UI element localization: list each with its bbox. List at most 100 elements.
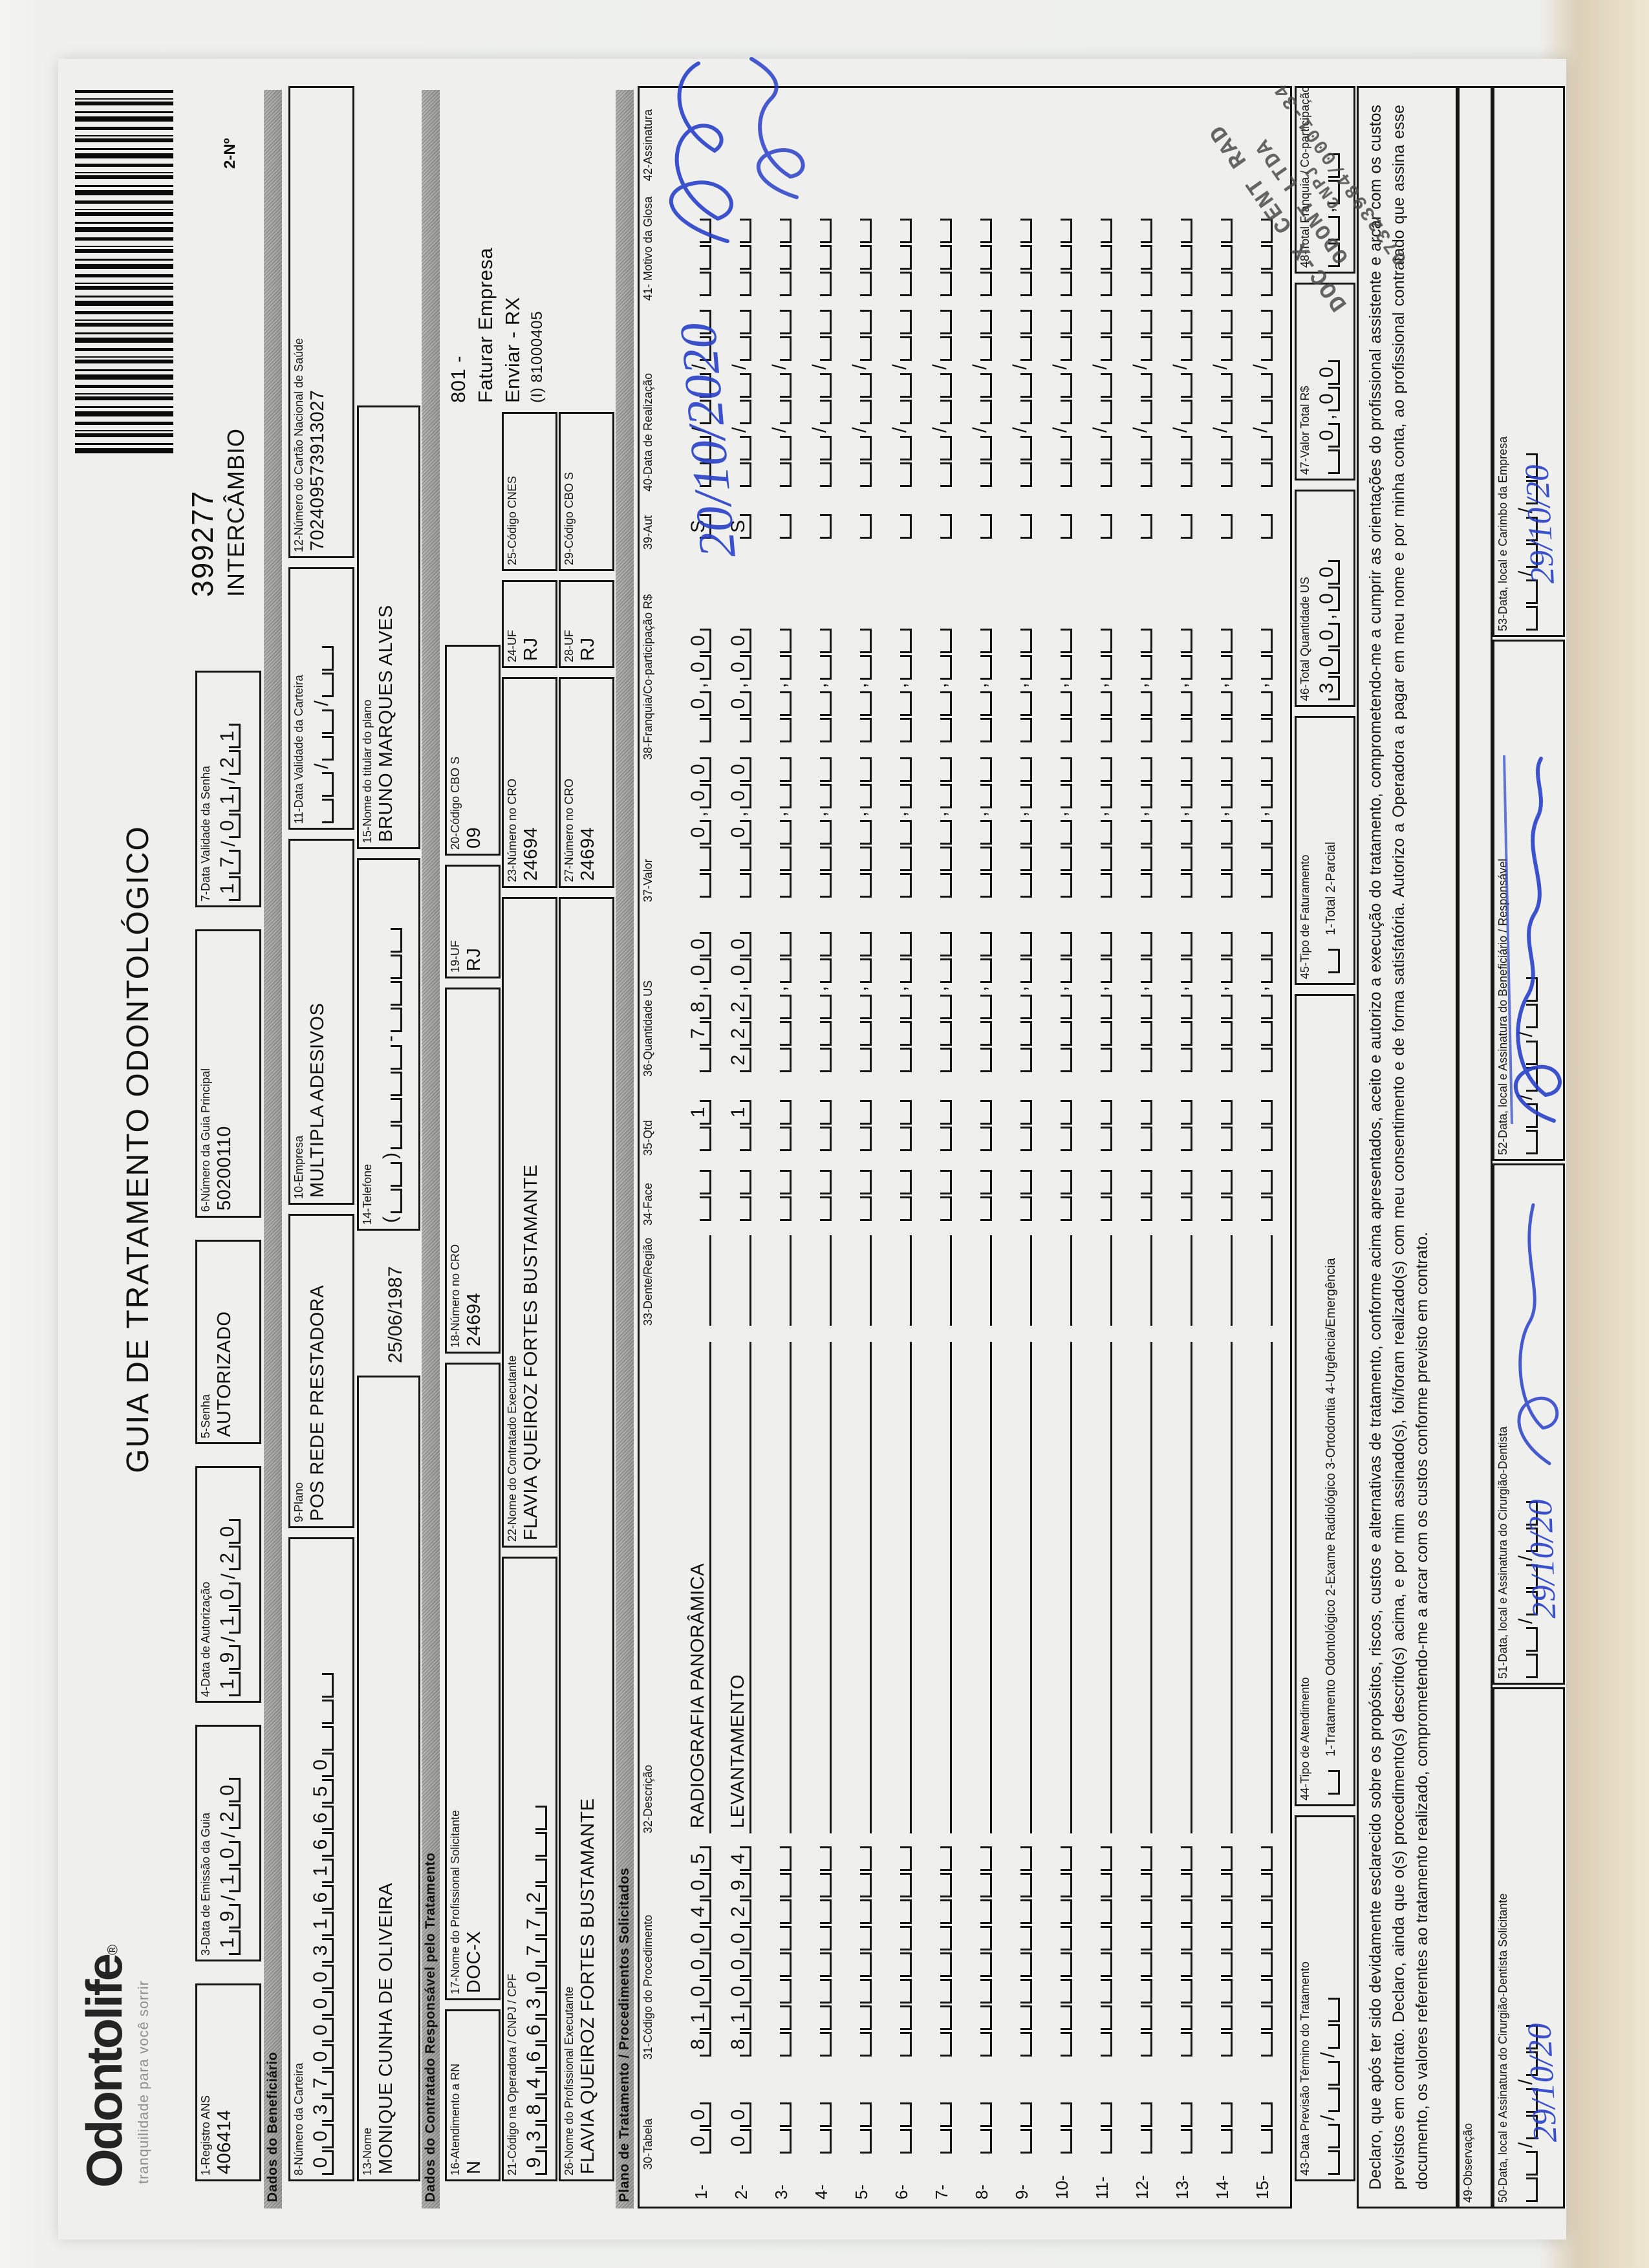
comb-field: , (1205, 624, 1233, 747)
handwritten-date-51: 29/10/20 (1522, 1498, 1564, 1619)
field-label: 49-Observação (1461, 2122, 1474, 2203)
row-number: 12- (1132, 2175, 1152, 2199)
table-header: 31-Código do Procedimento (641, 1914, 654, 2060)
field-f43: 43-Data Previsão Término do Tratamento / / (1295, 1815, 1355, 2181)
authorization-note-line: Enviar - RX (501, 297, 524, 403)
comb-field (884, 1165, 912, 1226)
field-label: 19-UF (449, 940, 462, 973)
field-f46: 46-Total Quantidade US 3 0 0, 0 0 (1295, 490, 1355, 707)
descricao-line (884, 1342, 912, 1833)
table-row: 4-,,, / / (797, 90, 837, 2209)
comb-field (1004, 2098, 1032, 2158)
guide-number: 399277 (186, 490, 219, 598)
descricao-line (764, 1342, 792, 1833)
field-value: 50200110 (214, 1126, 235, 1211)
comb-field: , (964, 927, 992, 1077)
comb-field: , (764, 927, 792, 1077)
comb-field: , (1084, 753, 1112, 902)
field-f15: 15-Nome do titular do plano BRUNO MARQUES… (357, 405, 420, 849)
comb-field: , (1084, 927, 1112, 1077)
comb-field (764, 1842, 792, 2061)
dente-line (924, 1235, 952, 1326)
comb-field (1044, 1165, 1072, 1226)
field-f14: 14-Telefone() - (357, 858, 420, 1231)
comb-field: / / (1245, 305, 1273, 491)
field-label: 8-Número da Carteira (292, 2062, 305, 2176)
field-label: 13-Nome (361, 2127, 374, 2176)
field-f11: 11-Data Validade da Carteira / / (288, 567, 354, 830)
row-number: 4- (812, 2184, 831, 2199)
table-row: 3-,,, / / (757, 90, 797, 2209)
field-f45: 45-Tipo de Faturamento 1-Total 2-Parcial (1295, 716, 1355, 985)
field-value: N (464, 2160, 484, 2174)
comb-field (844, 2098, 872, 2158)
comb-field (1084, 214, 1112, 301)
field-label: 28-UF (563, 629, 576, 662)
comb-field: , (1165, 624, 1192, 747)
field-f24: 24-UF RJ (502, 580, 557, 668)
signature-scribble (1503, 755, 1562, 1125)
comb-field: , (1044, 753, 1072, 902)
comb-field (1205, 2098, 1233, 2158)
field-value: FLAVIA QUEIROZ FORTES BUSTAMANTE (577, 1798, 598, 2174)
comb-field (804, 510, 832, 543)
field-value: POS REDE PRESTADORA (307, 1284, 328, 1521)
row-number: 5- (852, 2184, 871, 2199)
barcode (75, 87, 173, 453)
section-bar-contratado: Dados do Contratado Responsável pelo Tra… (422, 90, 440, 2209)
field-f1: 1-Registro ANS 406414 (195, 1983, 261, 2181)
field-f16: 16-Atendimento a RN N (445, 2009, 501, 2181)
authorization-note: 801 - Faturar Empresa Enviar - RX (I) 81… (445, 99, 548, 403)
comb-field: , (1205, 927, 1233, 1077)
table-header: 38-Franquia/Co-participação R$ (641, 594, 654, 760)
field-value: RJ (521, 637, 541, 661)
descricao-line (1245, 1342, 1273, 1833)
comb-field (804, 2098, 832, 2158)
comb-field (1125, 2098, 1152, 2158)
comb-field (1245, 510, 1273, 543)
authorization-note-line: 801 - (447, 355, 469, 403)
comb-field (1205, 1096, 1233, 1156)
table-header: 30-Tabela (641, 2118, 654, 2170)
comb-field: , (764, 624, 792, 747)
field-value: AUTORIZADO (214, 1311, 235, 1437)
declaration-box: Declaro, que após ter sido devidamente e… (1357, 86, 1458, 2209)
comb-field: , (1044, 927, 1072, 1077)
field-label: 3-Data de Emissão da Guia (199, 1812, 212, 1956)
descricao-line (1165, 1342, 1192, 1833)
table-header: 34-Face (641, 1182, 654, 1226)
comb-field: , (1084, 624, 1112, 747)
field-value: 24694 (521, 826, 541, 881)
comb-field: , (1165, 753, 1192, 902)
comb-field: , (844, 753, 872, 902)
field-options: 1-Tratamento Odontológico 2-Exame Radiol… (1324, 1258, 1338, 1756)
dente-line (684, 1235, 711, 1326)
field-f44: 44-Tipo de Atendimento 1-Tratamento Odont… (1295, 994, 1355, 1806)
comb-field: / / (764, 305, 792, 491)
dente-line (1084, 1235, 1112, 1326)
comb-field (844, 1096, 872, 1156)
comb-field (804, 1842, 832, 2061)
section-bar-plano: Plano de Tratamento / Procedimentos Soli… (616, 90, 634, 2209)
table-row: 13-,,, / / (1158, 90, 1198, 2209)
table-row: 15-,,, / / (1238, 90, 1278, 2209)
row-number: 9- (1012, 2184, 1031, 2199)
descricao-line (1004, 1342, 1032, 1833)
comb-field (844, 1165, 872, 1226)
descricao-line (1125, 1342, 1152, 1833)
comb-field: , (1125, 624, 1152, 747)
comb-field (804, 1165, 832, 1226)
row-number: 2- (731, 2184, 751, 2199)
field-f22: 22-Nome do Contratado Executante FLAVIA Q… (502, 897, 557, 1548)
row-number: 7- (932, 2184, 951, 2199)
comb-field: / / (884, 305, 912, 491)
comb-field: , (1245, 753, 1273, 902)
comb-field (884, 214, 912, 301)
